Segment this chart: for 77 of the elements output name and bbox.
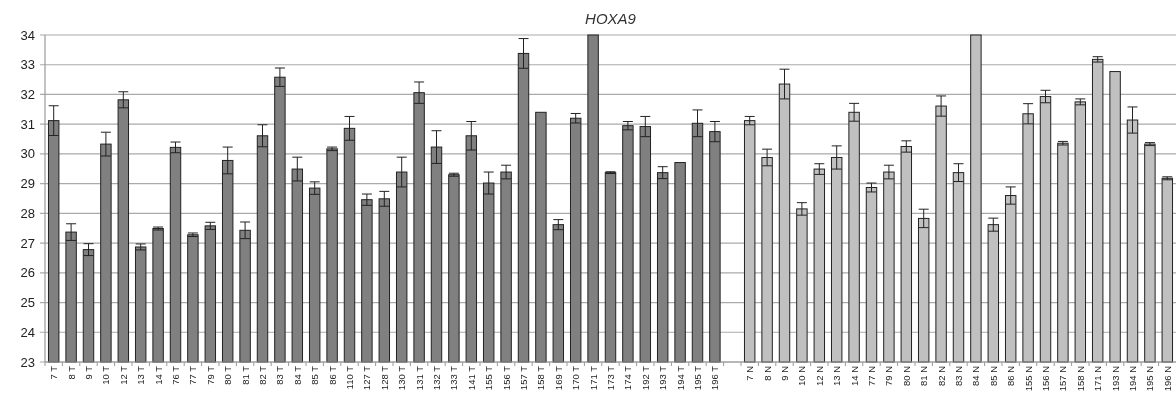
y-tick-label: 30	[20, 146, 35, 162]
x-tick-label: 131 T	[413, 365, 425, 391]
x-tick-label: 110 T	[344, 365, 355, 390]
x-tick-label: 80 N	[900, 365, 912, 387]
x-tick-label: 128 T	[378, 365, 390, 391]
x-tick-label: 196 T	[709, 365, 721, 391]
x-tick-label: 9 N	[779, 365, 790, 381]
x-tick-label: 84 N	[970, 365, 982, 387]
x-tick-label: 83 N	[953, 365, 964, 387]
x-tick-label: 12 N	[813, 365, 825, 387]
y-tick-label: 26	[20, 265, 35, 281]
x-tick-label: 158 N	[1074, 365, 1086, 392]
x-tick-label: 195 N	[1144, 365, 1156, 392]
x-tick-label: 141 T	[465, 365, 477, 391]
y-tick-label: 29	[20, 176, 35, 192]
x-tick-label: 171 N	[1092, 365, 1104, 392]
x-tick-label: 10 N	[796, 365, 808, 387]
y-tick-label: 34	[20, 27, 35, 43]
x-tick-label: 174 T	[622, 365, 634, 391]
x-tick-label: 194 N	[1127, 365, 1138, 392]
x-tick-label: 8 T	[65, 365, 77, 380]
y-tick-label: 23	[20, 354, 35, 370]
x-tick-label: 77 T	[187, 365, 199, 385]
x-tick-label: 76 T	[170, 365, 181, 385]
x-tick-label: 133 T	[448, 365, 460, 391]
y-tick-label: 25	[20, 295, 35, 311]
x-tick-label: 81 T	[239, 365, 251, 385]
x-tick-label: 85 N	[987, 365, 999, 387]
x-tick-label: 132 T	[431, 365, 442, 391]
x-tick-label: 82 N	[935, 365, 947, 387]
y-tick-label: 33	[20, 57, 35, 73]
x-tick-label: 81 N	[918, 365, 930, 387]
x-tick-label: 171 T	[587, 365, 599, 391]
x-tick-label: 196 N	[1161, 365, 1173, 392]
x-tick-label: 84 T	[291, 365, 303, 385]
x-tick-label: 195 T	[692, 365, 703, 391]
x-tick-label: 192 T	[639, 365, 651, 391]
x-tick-label: 79 T	[204, 365, 216, 385]
x-tick-label: 193 N	[1109, 365, 1121, 392]
y-tick-label: 24	[20, 324, 35, 340]
x-tick-label: 130 T	[396, 365, 408, 391]
x-tick-label: 80 T	[222, 365, 234, 385]
y-tick-label: 27	[20, 235, 35, 251]
y-tick-label: 32	[20, 86, 35, 102]
x-tick-label: 14 N	[848, 365, 860, 387]
x-tick-label: 170 T	[570, 365, 582, 391]
x-tick-label: 193 T	[657, 365, 669, 391]
x-tick-label: 9 T	[83, 365, 94, 380]
x-tick-label: 157 T	[518, 365, 529, 391]
x-tick-label: 13 N	[831, 365, 843, 387]
x-tick-label: 8 N	[761, 365, 773, 381]
x-tick-label: 7 N	[744, 365, 756, 381]
x-tick-label: 156 N	[1040, 365, 1051, 392]
x-tick-label: 173 T	[605, 365, 616, 391]
x-tick-label: 79 N	[883, 365, 895, 387]
x-tick-label: 157 N	[1057, 365, 1069, 392]
x-tick-label: 12 T	[117, 365, 129, 385]
chart-title: HOXA9	[585, 10, 637, 27]
x-tick-label: 127 T	[361, 365, 373, 391]
x-tick-label: 83 T	[274, 365, 286, 385]
x-tick-label: 194 T	[674, 365, 686, 391]
x-tick-label: 155 N	[1022, 365, 1034, 392]
x-tick-label: 77 N	[866, 365, 877, 387]
x-tick-label: 85 T	[309, 365, 321, 385]
x-tick-label: 7 T	[48, 365, 60, 380]
x-tick-label: 158 T	[535, 365, 547, 391]
x-tick-label: 156 T	[500, 365, 512, 391]
x-tick-label: 13 T	[135, 365, 147, 385]
x-tick-label: 169 T	[552, 365, 564, 391]
x-tick-label: 86 N	[1005, 365, 1017, 387]
x-tick-label: 14 T	[152, 365, 164, 385]
y-tick-label: 28	[20, 205, 35, 221]
x-tick-label: 10 T	[100, 365, 112, 385]
x-tick-label: 86 T	[326, 365, 338, 385]
y-tick-label: 31	[20, 116, 35, 132]
x-tick-label: 82 T	[257, 365, 268, 385]
x-tick-label: 155 T	[483, 365, 495, 391]
